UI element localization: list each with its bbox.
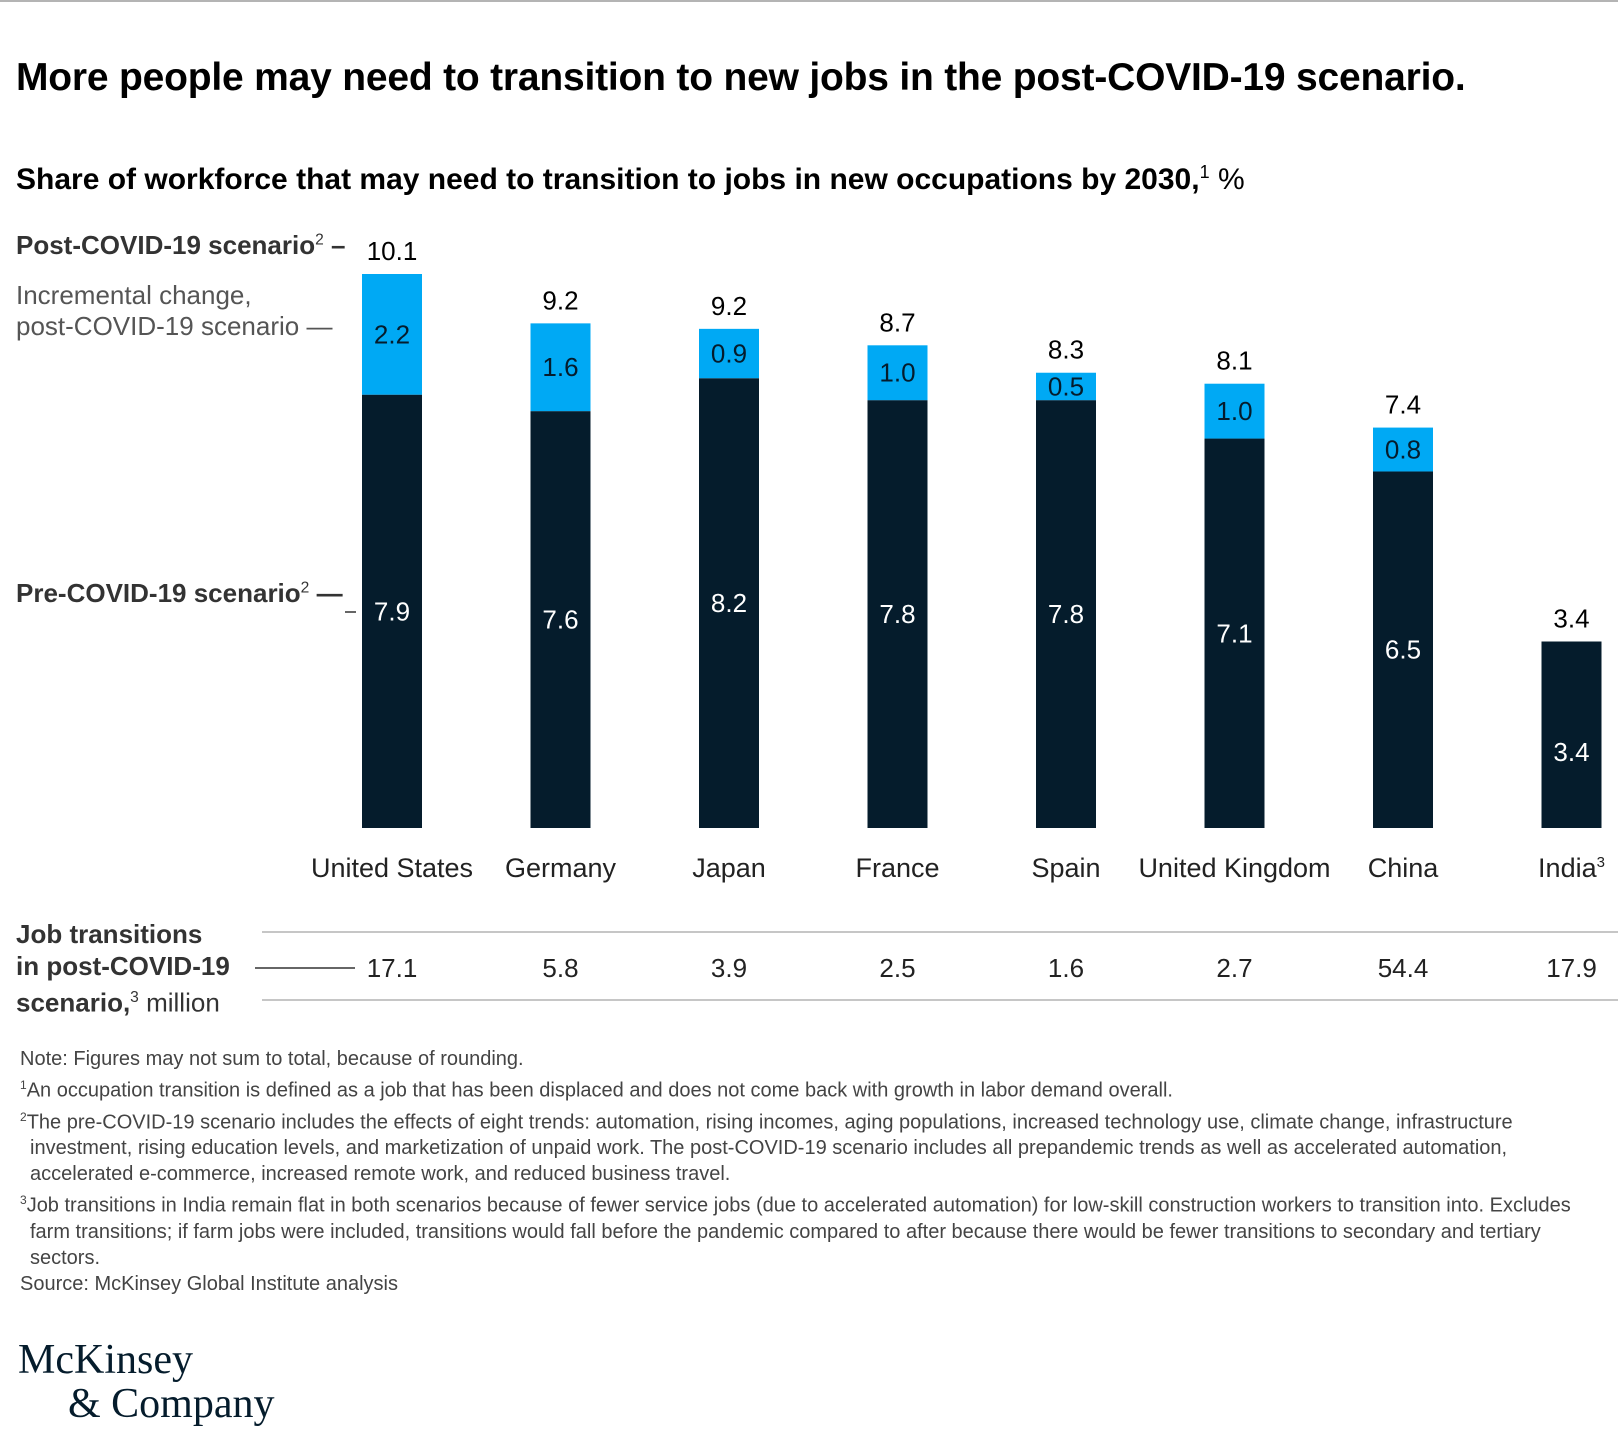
footnotes: Note: Figures may not sum to total, beca… bbox=[20, 1046, 1600, 1297]
job-transitions-label: Job transitions in post-COVID-19 scenari… bbox=[16, 918, 230, 1019]
bar-incremental bbox=[362, 274, 422, 395]
incremental-value-label: 1.0 bbox=[1216, 396, 1252, 426]
job-transitions-unit: million bbox=[146, 987, 220, 1018]
incremental-value-label: 0.5 bbox=[1048, 371, 1084, 401]
category-label: India3 bbox=[1538, 853, 1605, 883]
job-transitions-value: 2.5 bbox=[879, 953, 915, 983]
incremental-value-label: 1.6 bbox=[542, 352, 578, 382]
stacked-bar-chart: 2.2 7.9 10.1 United States 17.1 1.6 7.6 9.2 Germ… bbox=[255, 236, 1618, 1001]
post-covid-label-sup: 2 bbox=[315, 231, 324, 249]
total-value-label: 7.4 bbox=[1385, 390, 1421, 420]
job-transitions-line3: scenario, bbox=[16, 987, 131, 1018]
subtitle-footnote-marker: 1 bbox=[1199, 162, 1210, 182]
incremental-value-label: 2.2 bbox=[374, 319, 410, 349]
bar-incremental bbox=[530, 323, 591, 412]
logo-line2: & Company bbox=[68, 1381, 275, 1427]
bar-pre-covid bbox=[1373, 471, 1433, 828]
footnote-1-num: 1 bbox=[20, 1078, 27, 1092]
total-value-label: 8.3 bbox=[1048, 335, 1084, 365]
total-value-label: 10.1 bbox=[367, 236, 418, 266]
footnote-1: 1An occupation transition is defined as … bbox=[20, 1072, 1600, 1104]
total-value-label: 8.7 bbox=[879, 307, 915, 337]
pre-value-label: 7.8 bbox=[1048, 599, 1084, 629]
note-rounding: Note: Figures may not sum to total, beca… bbox=[20, 1048, 524, 1070]
category-label: United Kingdom bbox=[1138, 853, 1330, 883]
incremental-value-label: 0.9 bbox=[711, 339, 747, 369]
job-transitions-value: 17.1 bbox=[367, 953, 418, 983]
footnote-2: 2The pre-COVID-19 scenario includes the … bbox=[20, 1104, 1600, 1188]
total-value-label: 9.2 bbox=[711, 291, 747, 321]
pre-value-label: 7.6 bbox=[542, 605, 578, 635]
category-label: Germany bbox=[505, 853, 617, 883]
pre-covid-label-sup: 2 bbox=[300, 579, 310, 597]
footnote-3-text: Job transitions in India remain flat in … bbox=[26, 1194, 1571, 1269]
incremental-label-line1: Incremental change, bbox=[16, 280, 252, 310]
footnote-2-text: The pre-COVID-19 scenario includes the e… bbox=[26, 1111, 1513, 1186]
bar-incremental bbox=[699, 328, 759, 379]
footnote-3-num: 3 bbox=[20, 1193, 27, 1208]
subtitle-text: Share of workforce that may need to tran… bbox=[16, 163, 1200, 196]
footnote-1-text: An occupation transition is defined as a… bbox=[26, 1079, 1173, 1102]
job-transitions-value: 54.4 bbox=[1378, 953, 1429, 983]
category-footnote-marker: 3 bbox=[1597, 854, 1605, 871]
category-label: United States bbox=[311, 853, 473, 883]
post-covid-label: Post-COVID-19 scenario2 – bbox=[16, 230, 346, 260]
logo-line1: McKinsey bbox=[18, 1337, 193, 1383]
bar-incremental bbox=[1036, 372, 1096, 401]
source-note: Source: McKinsey Global Institute analys… bbox=[20, 1272, 398, 1295]
job-transitions-value: 17.9 bbox=[1546, 953, 1597, 983]
total-value-label: 9.2 bbox=[542, 285, 578, 315]
pre-value-label: 3.4 bbox=[1553, 737, 1589, 767]
pre-value-label: 7.8 bbox=[879, 599, 915, 629]
bar-pre-covid bbox=[867, 400, 928, 828]
bar-incremental bbox=[1373, 427, 1433, 472]
incremental-label: Incremental change, post-COVID-19 scenar… bbox=[16, 280, 332, 342]
pre-value-label: 6.5 bbox=[1385, 635, 1421, 665]
chart-title: More people may need to transition to ne… bbox=[16, 56, 1466, 99]
total-value-label: 3.4 bbox=[1553, 604, 1589, 634]
job-transitions-line2: in post-COVID-19 bbox=[16, 951, 230, 981]
bar-pre-covid bbox=[699, 378, 759, 828]
incremental-label-line2-wrap: post-COVID-19 scenario — bbox=[16, 311, 333, 341]
footnote-2-num: 2 bbox=[20, 1109, 27, 1124]
footnote-3: 3Job transitions in India remain flat in… bbox=[20, 1187, 1600, 1271]
pre-value-label: 8.2 bbox=[711, 588, 747, 618]
incremental-value-label: 0.8 bbox=[1385, 435, 1421, 465]
category-label: Japan bbox=[692, 853, 766, 883]
bar-incremental bbox=[867, 345, 928, 401]
pre-covid-label: Pre-COVID-19 scenario2 — bbox=[16, 578, 343, 608]
category-label: Spain bbox=[1031, 853, 1100, 883]
category-label: China bbox=[1368, 853, 1440, 883]
subtitle-unit: % bbox=[1217, 163, 1245, 196]
bar-incremental bbox=[1204, 383, 1265, 439]
pre-value-label: 7.9 bbox=[374, 596, 410, 626]
mckinsey-logo: McKinsey & Company bbox=[18, 1338, 275, 1426]
chart-subtitle: Share of workforce that may need to tran… bbox=[16, 162, 1245, 197]
pre-value-label: 7.1 bbox=[1216, 618, 1252, 648]
pre-covid-label-text: Pre-COVID-19 scenario bbox=[16, 578, 301, 608]
total-value-label: 8.1 bbox=[1216, 346, 1252, 376]
bar-pre-covid bbox=[1036, 400, 1096, 828]
job-transitions-value: 3.9 bbox=[711, 953, 747, 983]
incremental-value-label: 1.0 bbox=[879, 358, 915, 388]
job-transitions-sup: 3 bbox=[130, 989, 139, 1006]
post-covid-label-text: Post-COVID-19 scenario bbox=[16, 230, 316, 260]
top-rule bbox=[0, 0, 1618, 2]
job-transitions-value: 2.7 bbox=[1216, 953, 1252, 983]
job-transitions-line1: Job transitions bbox=[16, 919, 203, 949]
bar-pre-covid bbox=[530, 411, 591, 828]
category-label: France bbox=[855, 853, 939, 883]
job-transitions-value: 5.8 bbox=[542, 953, 578, 983]
bar-pre-covid bbox=[362, 394, 422, 828]
bar-pre-covid bbox=[1204, 438, 1265, 828]
incremental-label-line2: post-COVID-19 scenario bbox=[16, 311, 300, 341]
job-transitions-value: 1.6 bbox=[1048, 953, 1084, 983]
bar-pre-covid bbox=[1541, 641, 1602, 828]
